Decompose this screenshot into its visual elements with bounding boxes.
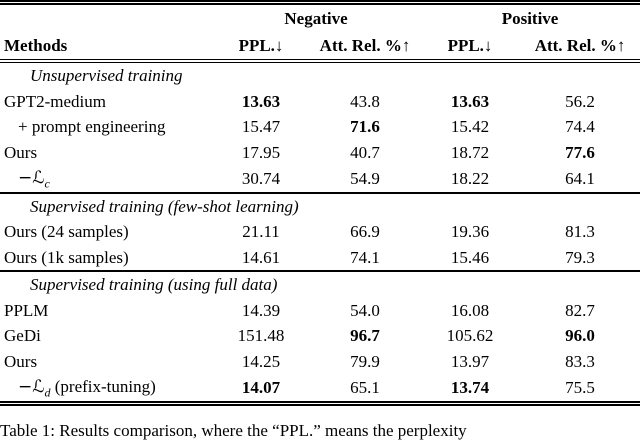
neg-ppl-cell: 21.11	[242, 222, 280, 241]
section-few-shot: Supervised training (few-shot learning) …	[0, 191, 640, 272]
neg-ppl-cell: 15.47	[241, 117, 281, 136]
table-row: Ours (1k samples) 14.61 74.1 15.46 79.3	[0, 245, 640, 272]
table-caption: Table 1: Results comparison, where the “…	[0, 420, 467, 440]
loss-subscript: c	[44, 176, 50, 191]
pos-att-rel-cell: 75.5	[565, 377, 595, 397]
neg-ppl-cell: 13.63	[241, 91, 281, 111]
group-header-row: Negative Positive	[0, 3, 640, 34]
column-header-neg-att-rel: Att. Rel. %↑	[310, 33, 421, 63]
section-title-row: Supervised training (using full data)	[0, 270, 640, 298]
method-cell: Ours (24 samples)	[4, 222, 129, 241]
pos-att-rel-cell: 77.6	[565, 142, 595, 162]
pos-att-rel-cell: 96.0	[565, 326, 595, 345]
column-header-pos-att-rel: Att. Rel. %↑	[520, 33, 640, 63]
table-row: Ours (24 samples) 21.11 66.9 19.36 81.3	[0, 219, 640, 245]
method-suffix: (prefix-tuning)	[50, 377, 156, 396]
neg-att-rel-cell: 54.0	[350, 300, 380, 320]
method-cell: + prompt engineering	[18, 117, 166, 136]
method-cell: Ours	[4, 351, 38, 371]
neg-att-rel-cell: 71.6	[350, 117, 380, 136]
table-row: GPT2-medium 13.63 43.8 13.63 56.2	[0, 89, 640, 115]
neg-ppl-cell: 14.61	[241, 247, 281, 267]
pos-ppl-cell: 18.72	[450, 142, 490, 162]
section-title: Supervised training (few-shot learning)	[0, 191, 640, 219]
neg-ppl-cell: 151.48	[237, 326, 285, 345]
pos-ppl-cell: 15.42	[450, 117, 490, 136]
neg-att-rel-cell: 54.9	[350, 168, 380, 188]
section-unsupervised: Unsupervised training GPT2-medium 13.63 …	[0, 61, 640, 193]
results-table: Negative Positive Methods PPL.↓ Att. Rel…	[0, 0, 640, 406]
group-header-negative: Negative	[284, 9, 348, 28]
pos-att-rel-cell: 56.2	[565, 91, 595, 111]
method-cell: PPLM	[4, 300, 49, 320]
column-header-row: Methods PPL.↓ Att. Rel. %↑ PPL.↓ Att. Re…	[0, 33, 640, 63]
loss-term: −ℒ	[18, 377, 45, 397]
section-title: Supervised training (using full data)	[0, 270, 640, 298]
pos-ppl-cell: 13.97	[450, 351, 490, 371]
neg-ppl-cell: 14.25	[241, 351, 281, 371]
section-title-row: Unsupervised training	[0, 61, 640, 89]
pos-att-rel-cell: 81.3	[565, 222, 595, 241]
method-cell: −ℒd (prefix-tuning)	[0, 374, 212, 403]
loss-subscript: d	[44, 385, 51, 400]
loss-term: −ℒ	[18, 168, 45, 188]
pos-att-rel-cell: 64.1	[565, 168, 595, 188]
neg-ppl-cell: 30.74	[241, 168, 281, 188]
pos-att-rel-cell: 83.3	[565, 351, 595, 371]
pos-ppl-cell: 19.36	[450, 222, 490, 241]
table-row: Ours 17.95 40.7 18.72 77.6	[0, 140, 640, 166]
method-cell: −ℒc	[0, 165, 212, 193]
group-header-spacer	[0, 3, 212, 34]
method-cell: GPT2-medium	[4, 91, 106, 111]
table-row: −ℒd (prefix-tuning) 14.07 65.1 13.74 75.…	[0, 374, 640, 403]
section-title: Unsupervised training	[30, 66, 183, 85]
column-header-methods: Methods	[0, 33, 212, 63]
section-title-row: Supervised training (few-shot learning)	[0, 191, 640, 219]
neg-att-rel-cell: 96.7	[350, 326, 380, 345]
table-row: GeDi 151.48 96.7 105.62 96.0	[0, 323, 640, 349]
pos-ppl-cell: 13.63	[450, 91, 490, 111]
neg-att-rel-cell: 79.9	[350, 351, 380, 371]
pos-ppl-cell: 18.22	[450, 168, 490, 188]
neg-att-rel-cell: 43.8	[350, 91, 380, 111]
method-cell: GeDi	[4, 326, 41, 345]
method-cell: Ours	[4, 142, 38, 162]
table-row: −ℒc 30.74 54.9 18.22 64.1	[0, 165, 640, 193]
pos-att-rel-cell: 74.4	[565, 117, 595, 136]
group-header-positive: Positive	[501, 9, 559, 28]
pos-ppl-cell: 15.46	[450, 247, 490, 267]
pos-att-rel-cell: 79.3	[565, 247, 595, 267]
method-cell: Ours (1k samples)	[4, 247, 129, 267]
table-row: PPLM 14.39 54.0 16.08 82.7	[0, 298, 640, 324]
neg-att-rel-cell: 40.7	[350, 142, 380, 162]
neg-ppl-cell: 14.07	[241, 377, 281, 397]
pos-ppl-cell: 13.74	[450, 377, 490, 397]
column-header-pos-ppl: PPL.↓	[420, 33, 521, 63]
table-row: Ours 14.25 79.9 13.97 83.3	[0, 349, 640, 375]
neg-att-rel-cell: 74.1	[350, 247, 380, 267]
neg-att-rel-cell: 65.1	[350, 377, 380, 397]
pos-att-rel-cell: 82.7	[565, 300, 595, 320]
section-full-data: Supervised training (using full data) PP…	[0, 270, 640, 403]
neg-ppl-cell: 17.95	[241, 142, 281, 162]
pos-ppl-cell: 16.08	[450, 300, 490, 320]
pos-ppl-cell: 105.62	[446, 326, 494, 345]
neg-ppl-cell: 14.39	[241, 300, 281, 320]
table-row: + prompt engineering 15.47 71.6 15.42 74…	[0, 114, 640, 140]
neg-att-rel-cell: 66.9	[350, 222, 380, 241]
column-header-neg-ppl: PPL.↓	[212, 33, 310, 63]
